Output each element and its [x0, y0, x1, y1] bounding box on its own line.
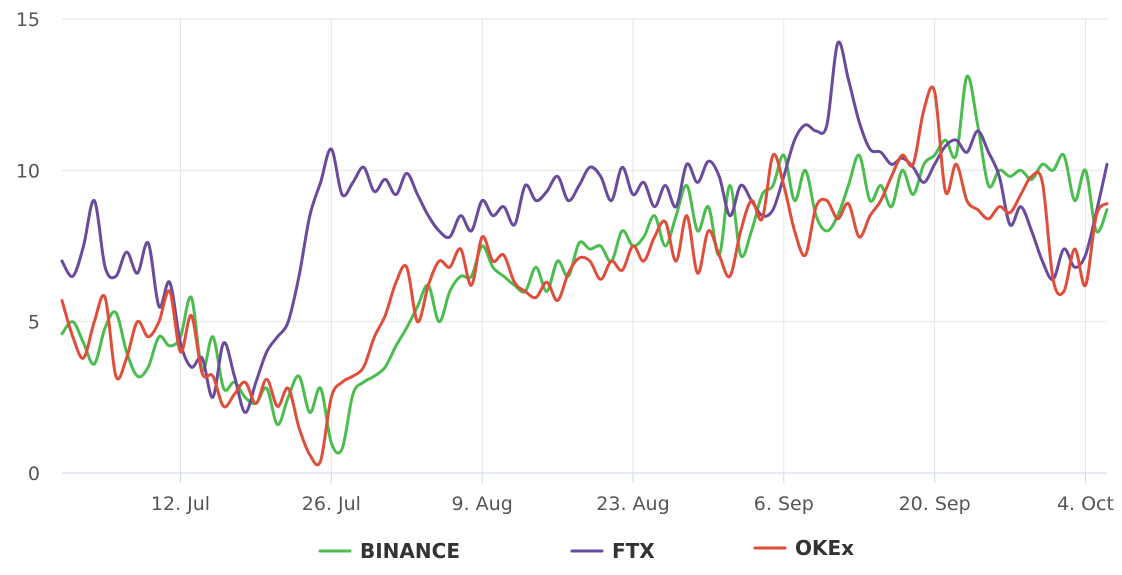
- y-tick-label: 0: [28, 463, 40, 485]
- y-tick-label: 15: [16, 9, 40, 31]
- x-tick-label: 12. Jul: [151, 493, 210, 515]
- series-line-okex[interactable]: [60, 85, 1109, 467]
- y-tick-label: 5: [28, 312, 40, 334]
- y-axis-labels: 0 5 10 15: [16, 9, 40, 485]
- legend-item-ftx[interactable]: FTX: [570, 539, 655, 563]
- legend-label: FTX: [612, 539, 655, 563]
- legend-item-binance[interactable]: BINANCE: [318, 539, 460, 563]
- x-axis-ticks: [180, 473, 1086, 483]
- legend[interactable]: BINANCE FTX OKEx: [318, 536, 854, 563]
- x-tick-label: 4. Oct: [1057, 493, 1114, 515]
- series-line-ftx[interactable]: [60, 40, 1109, 415]
- legend-label: BINANCE: [360, 539, 460, 563]
- x-tick-label: 23. Aug: [596, 493, 669, 515]
- y-tick-label: 10: [16, 160, 40, 182]
- legend-item-okex[interactable]: OKEx: [753, 536, 854, 560]
- x-tick-label: 6. Sep: [754, 493, 814, 515]
- x-axis-labels: 12. Jul 26. Jul 9. Aug 23. Aug 6. Sep 20. Sep…: [151, 493, 1114, 515]
- legend-label: OKEx: [795, 536, 854, 560]
- series-lines: [60, 40, 1109, 467]
- x-tick-label: 20. Sep: [899, 493, 971, 515]
- x-tick-label: 9. Aug: [452, 493, 513, 515]
- x-tick-label: 26. Jul: [302, 493, 361, 515]
- horizontal-gridlines: [62, 18, 1107, 323]
